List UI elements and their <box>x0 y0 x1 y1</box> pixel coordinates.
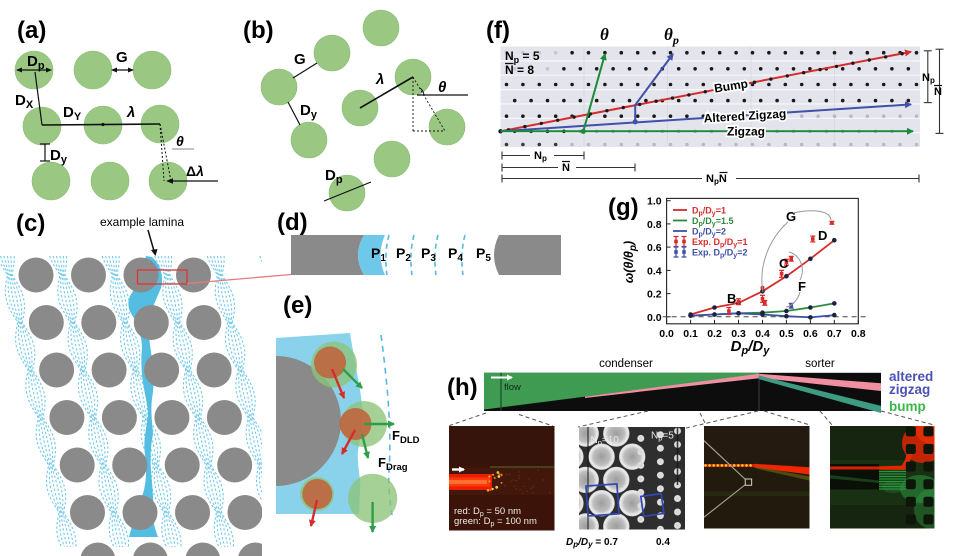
svg-text:0.2: 0.2 <box>647 289 662 301</box>
svg-text:θ: θ <box>176 133 184 149</box>
svg-text:θ: θ <box>438 79 447 96</box>
svg-text:0.5: 0.5 <box>779 328 794 340</box>
svg-text:0.0: 0.0 <box>647 312 662 324</box>
svg-text:Altered Zigzag: Altered Zigzag <box>703 106 786 125</box>
svg-text:(b): (b) <box>243 17 274 44</box>
svg-text:ω(θ/θp): ω(θ/θp) <box>622 241 639 283</box>
svg-text:(h): (h) <box>447 374 478 401</box>
svg-text:Dp: Dp <box>325 167 343 186</box>
svg-text:Dy: Dy <box>50 147 68 166</box>
svg-text:G: G <box>786 209 796 224</box>
svg-text:(g): (g) <box>608 194 639 221</box>
svg-text:0.4: 0.4 <box>755 328 770 340</box>
svg-text:0.8: 0.8 <box>851 328 866 340</box>
svg-text:Np: Np <box>922 72 935 85</box>
svg-text:DY: DY <box>63 104 82 123</box>
svg-text:θp: θp <box>664 25 679 47</box>
svg-text:θ: θ <box>600 25 609 44</box>
svg-text:0.0: 0.0 <box>659 328 674 340</box>
svg-text:FDrag: FDrag <box>378 455 408 473</box>
svg-text:Bump: Bump <box>713 76 749 95</box>
svg-text:N = 8: N = 8 <box>505 63 534 77</box>
svg-text:0.6: 0.6 <box>803 328 818 340</box>
svg-text:Zigzag: Zigzag <box>727 125 765 139</box>
svg-text:0.3: 0.3 <box>731 328 746 340</box>
svg-text:(f): (f) <box>486 17 510 44</box>
svg-text:altered: altered <box>889 369 933 384</box>
svg-text:Zigzag: Zigzag <box>727 125 765 139</box>
svg-text:condenser: condenser <box>599 358 653 370</box>
svg-text:Np: Np <box>534 150 547 163</box>
svg-text:NpN: NpN <box>706 173 727 186</box>
svg-text:Altered Zigzag: Altered Zigzag <box>703 106 786 125</box>
svg-text:λ: λ <box>375 71 384 88</box>
svg-text:green: Dp = 100 nm: green: Dp = 100 nm <box>454 516 537 528</box>
svg-text:0.8: 0.8 <box>647 219 662 231</box>
svg-text:N: N <box>562 162 570 174</box>
svg-text:P2: P2 <box>396 245 411 264</box>
svg-text:(a): (a) <box>17 17 46 44</box>
svg-text:bump: bump <box>889 399 926 414</box>
svg-text:(c): (c) <box>16 210 45 237</box>
svg-text:0.1: 0.1 <box>683 328 698 340</box>
svg-text:Dy: Dy <box>300 102 318 121</box>
svg-text:P4: P4 <box>448 245 463 264</box>
svg-text:Dp/Dy = 0.7: Dp/Dy = 0.7 <box>566 537 618 549</box>
svg-text:P5: P5 <box>476 245 491 264</box>
svg-text:red: Dp = 50 nm: red: Dp = 50 nm <box>454 506 521 518</box>
svg-text:0.2: 0.2 <box>707 328 722 340</box>
svg-text:(e): (e) <box>283 292 312 319</box>
svg-text:0.4: 0.4 <box>656 537 670 548</box>
svg-text:Δλ: Δλ <box>186 163 204 179</box>
svg-text:D: D <box>818 228 827 243</box>
svg-text:C: C <box>779 256 789 271</box>
svg-text:0.4: 0.4 <box>647 265 662 277</box>
svg-text:0.7: 0.7 <box>827 328 842 340</box>
svg-text:G: G <box>116 49 128 66</box>
svg-text:Dp/Dy=1.5: Dp/Dy=1.5 <box>692 216 733 228</box>
svg-text:F: F <box>798 279 806 294</box>
svg-text:0.6: 0.6 <box>647 242 662 254</box>
svg-text:Np=10: Np=10 <box>591 435 620 447</box>
svg-text:N: N <box>934 86 942 98</box>
svg-text:example lamina: example lamina <box>100 215 184 229</box>
svg-text:Dp/Dy: Dp/Dy <box>731 338 771 357</box>
svg-text:sorter: sorter <box>805 358 835 370</box>
svg-text:Np=5: Np=5 <box>651 431 674 443</box>
svg-text:λ: λ <box>126 104 135 121</box>
svg-text:flow: flow <box>504 382 521 393</box>
svg-text:P3: P3 <box>421 245 436 264</box>
svg-text:1.0: 1.0 <box>647 196 662 208</box>
svg-text:zigzag: zigzag <box>889 382 930 397</box>
svg-text:(d): (d) <box>277 209 308 236</box>
svg-text:Exp. Dp/Dy=2: Exp. Dp/Dy=2 <box>692 248 747 260</box>
svg-text:B: B <box>727 291 736 306</box>
svg-text:FDLD: FDLD <box>392 428 420 446</box>
svg-text:DX: DX <box>15 92 34 111</box>
svg-text:G: G <box>294 51 306 68</box>
